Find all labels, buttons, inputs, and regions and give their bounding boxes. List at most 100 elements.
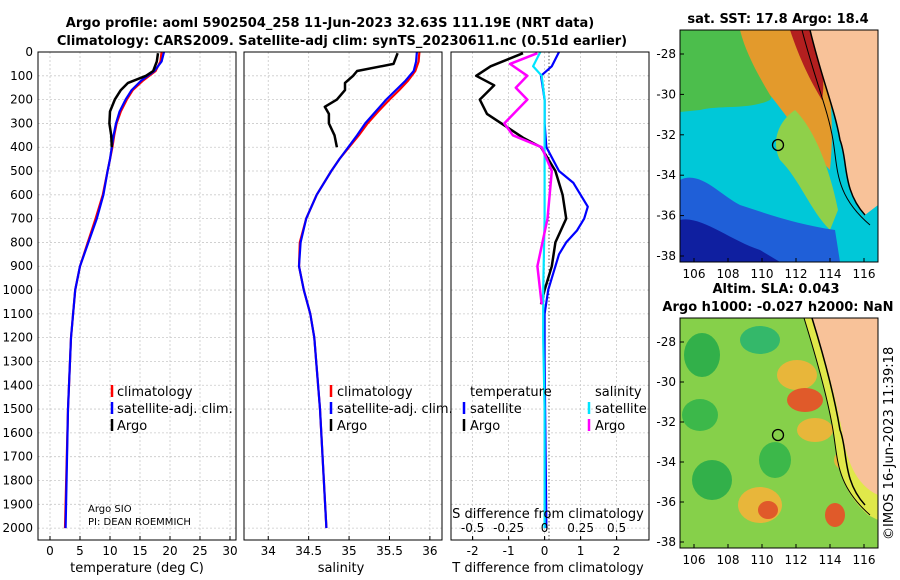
- s-tick-label: 0: [541, 521, 549, 535]
- difference-axes-frame: [450, 51, 650, 541]
- pi-institution: Argo SIO: [88, 504, 132, 515]
- x-tick-label: 10: [102, 544, 117, 558]
- temperature-panel: 0100200300400500600700800900100011001200…: [2, 45, 237, 576]
- series-satellite-adj-clim: [297, 52, 418, 529]
- series-argo: [323, 52, 399, 148]
- depth-tick-label: 1700: [2, 450, 33, 464]
- lon-tick-label: 106: [683, 267, 706, 281]
- x-tick-label: 0: [46, 544, 54, 558]
- depth-tick-label: 1800: [2, 473, 33, 487]
- x-tick-label: -2: [467, 544, 479, 558]
- lat-tick-label: -30: [656, 375, 676, 389]
- lat-tick-label: -38: [656, 535, 676, 549]
- sst-mid-band: [775, 110, 838, 230]
- depth-tick-label: 1100: [2, 307, 33, 321]
- depth-tick-label: 2000: [2, 521, 33, 535]
- lon-tick-label: 110: [751, 267, 774, 281]
- series-argo: [108, 53, 160, 148]
- salinity-panel: 34 34.5 35 35.5 36 salinity climatology sate…: [243, 51, 453, 576]
- depth-tick-label: 1500: [2, 402, 33, 416]
- x-tick-label: 36: [422, 544, 437, 558]
- lon-tick-label: 116: [853, 553, 876, 567]
- lat-tick-label: -32: [656, 415, 676, 429]
- s-tick-label: -0.5: [461, 521, 484, 535]
- depth-tick-label: 200: [10, 93, 33, 107]
- sal-legend-satellite-adj: satellite-adj. clim.: [337, 402, 453, 417]
- x-tick-label: 25: [192, 544, 207, 558]
- x-tick-label: 30: [222, 544, 237, 558]
- salinity-axes-frame: [243, 51, 443, 541]
- sla-high-eddy: [825, 503, 845, 527]
- s-tick-label: -0.25: [493, 521, 524, 535]
- depth-tick-label: 700: [10, 212, 33, 226]
- lat-tick-label: -32: [656, 128, 676, 142]
- series-s-argo: [503, 52, 554, 305]
- depth-tick-label: 800: [10, 235, 33, 249]
- sal-legend-argo: Argo: [337, 419, 367, 434]
- depth-tick-label: 0: [25, 45, 33, 59]
- series-t-argo: [474, 52, 568, 305]
- lat-tick-label: -34: [656, 455, 676, 469]
- difference-panel: -2 -1 0 1 2 -0.5 -0.25 0 0.25 0.5 S difference f…: [450, 51, 650, 576]
- sla-low-eddy: [759, 442, 791, 478]
- series-satellite-adj-clim: [64, 52, 166, 529]
- lat-tick-label: -28: [656, 47, 676, 61]
- depth-tick-label: 1900: [2, 497, 33, 511]
- temperature-axes-frame: [37, 51, 237, 541]
- lon-tick-label: 114: [819, 267, 842, 281]
- x-tick-label: 34.5: [295, 544, 322, 558]
- depth-tick-label: 1000: [2, 283, 33, 297]
- depth-tick-label: 900: [10, 259, 33, 273]
- argo-location-marker: [771, 138, 785, 152]
- sst-map-frame: [679, 29, 879, 263]
- lat-tick-label: -34: [656, 168, 676, 182]
- lon-tick-label: 112: [785, 553, 808, 567]
- legend-argo: Argo: [117, 419, 147, 434]
- lat-tick-label: -36: [656, 209, 676, 223]
- x-tick-label: 2: [613, 544, 621, 558]
- lat-tick-label: -36: [656, 495, 676, 509]
- lat-tick-label: -30: [656, 87, 676, 101]
- depth-tick-label: 1400: [2, 378, 33, 392]
- legend-temperature-title: temperature: [470, 385, 552, 400]
- depth-tick-label: 300: [10, 116, 33, 130]
- sst-map-title: sat. SST: 17.8 Argo: 18.4: [687, 12, 868, 27]
- sla-map-frame: [679, 317, 879, 549]
- depth-tick-label: 400: [10, 140, 33, 154]
- t-difference-label: T difference from climatology: [451, 561, 644, 576]
- depth-tick-label: 500: [10, 164, 33, 178]
- depth-tick-label: 1600: [2, 426, 33, 440]
- sla-map: Altim. SLA: 0.043 Argo h1000: -0.027 h20…: [656, 282, 893, 567]
- lon-tick-label: 116: [853, 267, 876, 281]
- sla-high-eddy: [787, 388, 823, 412]
- legend-s-satellite: satellite: [595, 402, 647, 417]
- coastal-sla-band: [804, 318, 878, 520]
- x-tick-label: 35.5: [376, 544, 403, 558]
- legend-t-satellite: satellite: [470, 402, 522, 417]
- s-difference-label: S difference from climatology: [452, 507, 644, 522]
- figure-title-line2: Climatology: CARS2009. Satellite-adj cli…: [57, 34, 627, 49]
- lon-tick-label: 108: [717, 267, 740, 281]
- lat-tick-label: -28: [656, 335, 676, 349]
- sla-low-eddy: [740, 326, 780, 354]
- s-tick-label: 0.25: [567, 521, 594, 535]
- land-australia: [810, 30, 878, 215]
- x-tick-label: 1: [577, 544, 585, 558]
- x-tick-label: 0: [541, 544, 549, 558]
- x-tick-label: 35: [341, 544, 356, 558]
- sla-high-eddy: [777, 360, 817, 390]
- sla-map-subtitle: Argo h1000: -0.027 h2000: NaN: [662, 300, 893, 315]
- lon-tick-label: 106: [683, 553, 706, 567]
- sla-high-eddy: [758, 501, 778, 519]
- legend-s-argo: Argo: [595, 419, 625, 434]
- x-tick-label: 20: [162, 544, 177, 558]
- sla-map-title: Altim. SLA: 0.043: [713, 282, 840, 297]
- coastline: [811, 318, 866, 506]
- lon-tick-label: 112: [785, 267, 808, 281]
- lon-tick-label: 114: [819, 553, 842, 567]
- pi-name: PI: DEAN ROEMMICH: [88, 517, 191, 528]
- sla-low-eddy: [684, 333, 720, 377]
- sla-low-eddy: [682, 399, 718, 431]
- depth-contour: [801, 30, 871, 226]
